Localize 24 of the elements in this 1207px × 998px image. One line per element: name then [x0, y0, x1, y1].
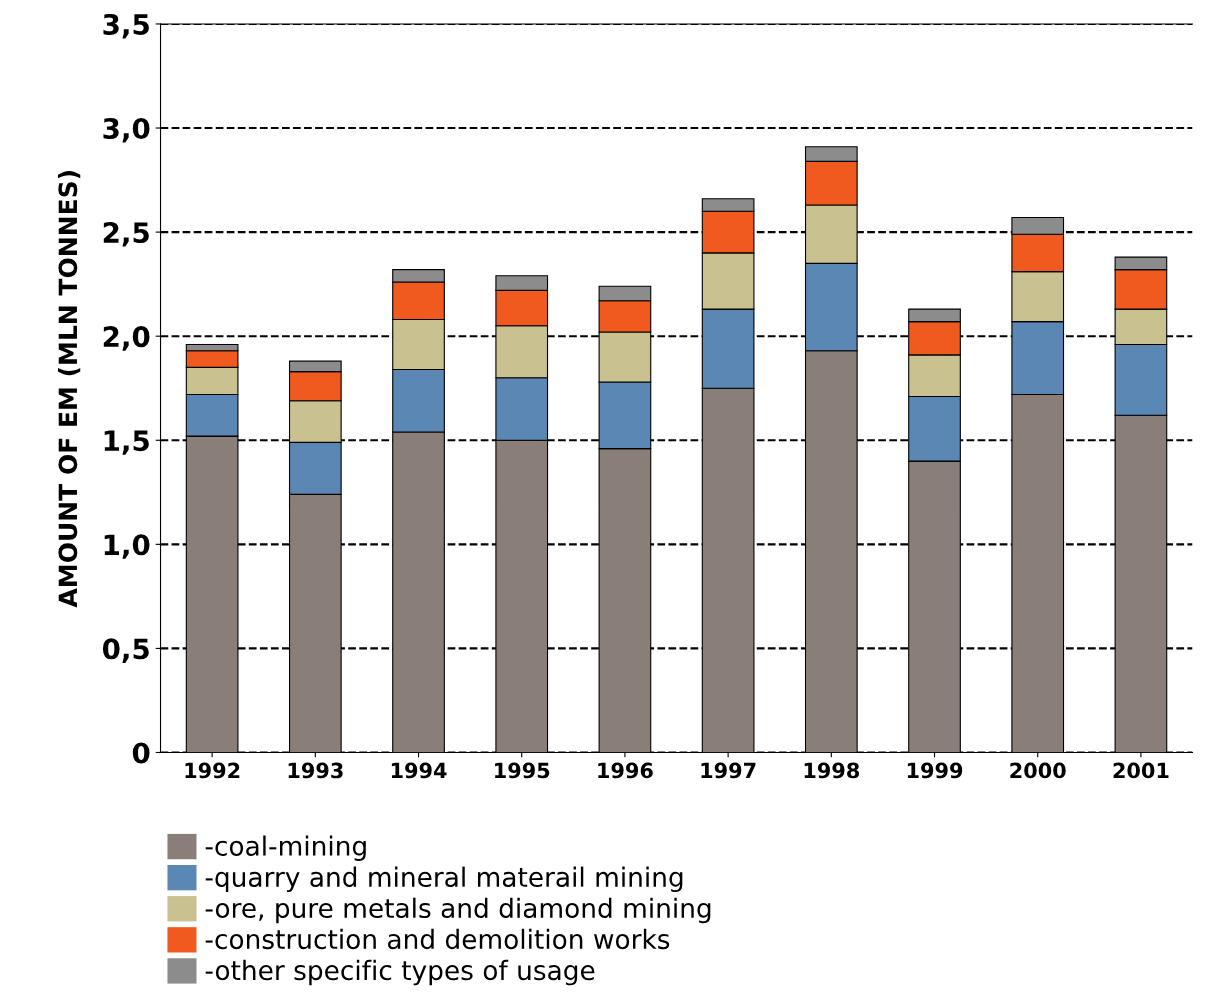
y-tick-label: 0 [132, 742, 150, 764]
x-tick-label: 1997 [701, 762, 756, 779]
y-tick-label: 2,5 [103, 222, 149, 247]
x-tick-label: 1998 [804, 762, 860, 779]
y-tick-label: 3,0 [103, 117, 150, 143]
x-tick-label: 1993 [288, 762, 343, 779]
legend-label: -quarry and mineral materail mining [205, 866, 683, 893]
y-tick-label: 1,5 [104, 430, 149, 455]
y-tick-label: 1,0 [104, 534, 150, 559]
x-tick-label: 1992 [185, 762, 240, 779]
legend-label: -construction and demolition works [205, 928, 670, 950]
y-tick-label: 3,5 [103, 13, 149, 39]
x-tick-label: 1994 [391, 762, 447, 779]
y-tick-label: 2,0 [103, 326, 150, 351]
x-tick-label: 1996 [598, 762, 653, 779]
x-tick-label: 2000 [1010, 762, 1066, 779]
x-tick-label: 1999 [907, 762, 963, 779]
y-tick-label: 0,5 [102, 638, 149, 663]
x-tick-label: 2001 [1113, 762, 1169, 779]
legend-label: -coal-mining [205, 835, 366, 862]
x-tick-label: 1995 [495, 762, 550, 779]
legend-label: -ore, pure metals and diamond mining [205, 897, 711, 924]
legend-label: -other specific types of usage [205, 959, 595, 986]
y-axis-title: AMOUNT OF EM (MLN TONNES) [57, 171, 81, 608]
